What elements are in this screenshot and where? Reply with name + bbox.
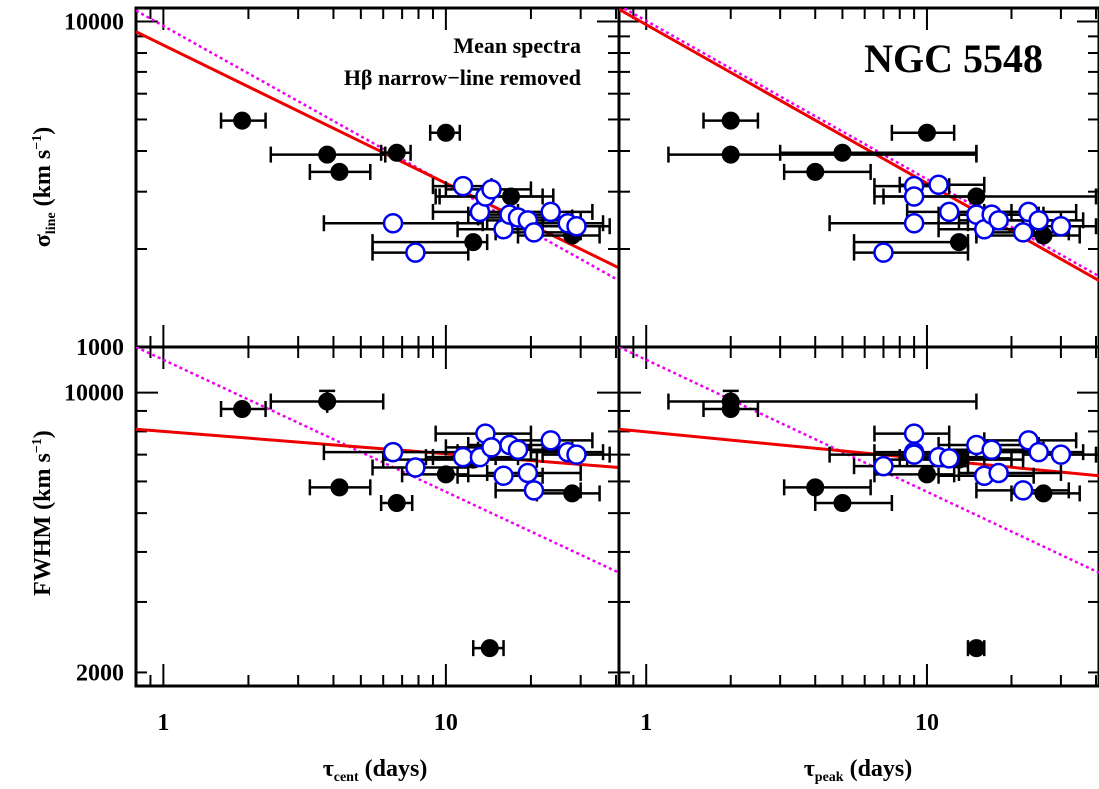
open-data-point — [988, 210, 1009, 231]
open-data-point — [873, 455, 894, 477]
filled-data-point — [1034, 484, 1053, 503]
open-data-point — [481, 437, 502, 458]
filled-data-point — [721, 111, 740, 130]
open-data-point — [1050, 215, 1072, 237]
filled-data-point — [233, 111, 252, 130]
panel-frame — [617, 345, 1099, 688]
filled-data-point — [318, 145, 337, 164]
open-data-point — [452, 175, 474, 197]
open-data-point — [1028, 210, 1049, 231]
panel-frame — [134, 6, 621, 349]
filled-data-point — [480, 639, 499, 658]
open-data-point — [540, 430, 561, 451]
panel-frame — [134, 345, 621, 688]
y-tick-label: 1000 — [76, 335, 124, 361]
filled-data-point — [833, 143, 852, 162]
open-data-point — [1012, 480, 1034, 501]
filled-data-point — [833, 494, 852, 513]
open-data-point — [1050, 444, 1072, 465]
open-data-point — [493, 465, 514, 486]
open-data-point — [938, 448, 960, 469]
plot-area — [136, 9, 619, 282]
object-label: NGC 5548 — [864, 36, 1043, 81]
y-tick-label: 10000 — [64, 9, 124, 35]
x-tick-label: 1 — [157, 710, 169, 736]
open-data-point — [452, 446, 474, 468]
filled-data-point — [233, 400, 252, 419]
open-data-point — [903, 444, 925, 465]
best-fit-line — [619, 427, 1099, 478]
open-data-point — [903, 212, 925, 234]
y-axis-label-top: σline (km s−1) — [30, 127, 59, 248]
open-data-point — [566, 444, 587, 465]
annotation-mean-spectra: Mean spectra — [453, 33, 581, 58]
open-data-point — [523, 480, 545, 501]
open-data-point — [566, 215, 587, 237]
filled-data-point — [806, 162, 825, 181]
x-tick-label: 10 — [915, 710, 939, 736]
x-tick-label: 1 — [640, 710, 652, 736]
open-data-point — [981, 439, 1002, 460]
filled-data-point — [949, 233, 968, 252]
plot-area — [619, 347, 1099, 658]
filled-data-point — [721, 392, 740, 411]
y-tick-label: 2000 — [76, 660, 124, 686]
open-data-point — [405, 242, 426, 263]
open-data-point — [382, 441, 404, 463]
open-data-point — [928, 174, 949, 196]
open-data-point — [938, 201, 960, 223]
annotation-narrow-line-removed: Hβ narrow−line removed — [344, 65, 581, 90]
virial-relation-line — [136, 9, 619, 282]
filled-data-point — [917, 123, 936, 142]
open-data-point — [405, 457, 426, 478]
y-axis-label-bottom: FWHM (km s−1) — [30, 430, 56, 596]
open-data-point — [523, 222, 545, 243]
open-data-point — [903, 423, 925, 444]
open-data-point — [382, 212, 404, 234]
filled-data-point — [967, 639, 986, 658]
open-data-point — [903, 186, 925, 207]
x-axis-label-right: τpeak (days) — [804, 756, 913, 785]
filled-data-point — [436, 465, 455, 484]
plot-area — [136, 347, 619, 658]
panel-bottom-left: 1 10 1000 10000 2000 — [64, 335, 621, 736]
panel-top-left: 10000 — [64, 6, 621, 349]
virial-relation-line — [620, 8, 1099, 278]
open-data-point — [873, 242, 894, 263]
filled-data-point — [721, 145, 740, 164]
open-data-point — [1028, 441, 1049, 463]
best-fit-line — [136, 427, 619, 470]
open-data-point — [988, 462, 1009, 484]
open-data-point — [481, 179, 502, 200]
virial-relation-line — [136, 347, 619, 574]
filled-data-point — [318, 392, 337, 411]
open-data-point — [1012, 222, 1034, 243]
filled-data-point — [330, 478, 349, 497]
filled-data-point — [330, 162, 349, 181]
virial-relation-line — [619, 347, 1099, 574]
filled-data-point — [436, 123, 455, 142]
x-axis-label-left: τcent (days) — [323, 756, 428, 785]
filled-data-point — [806, 478, 825, 497]
filled-data-point — [387, 143, 406, 162]
open-data-point — [507, 439, 529, 460]
filled-data-point — [917, 465, 936, 484]
x-tick-label: 10 — [434, 710, 458, 736]
filled-data-point — [387, 494, 406, 513]
open-data-point — [540, 201, 561, 223]
panel-bottom-right: 1 10 — [617, 345, 1099, 736]
plot-area — [619, 8, 1099, 282]
y-tick-label: 10000 — [64, 381, 124, 407]
filled-data-point — [563, 484, 582, 503]
open-data-point — [517, 462, 539, 484]
